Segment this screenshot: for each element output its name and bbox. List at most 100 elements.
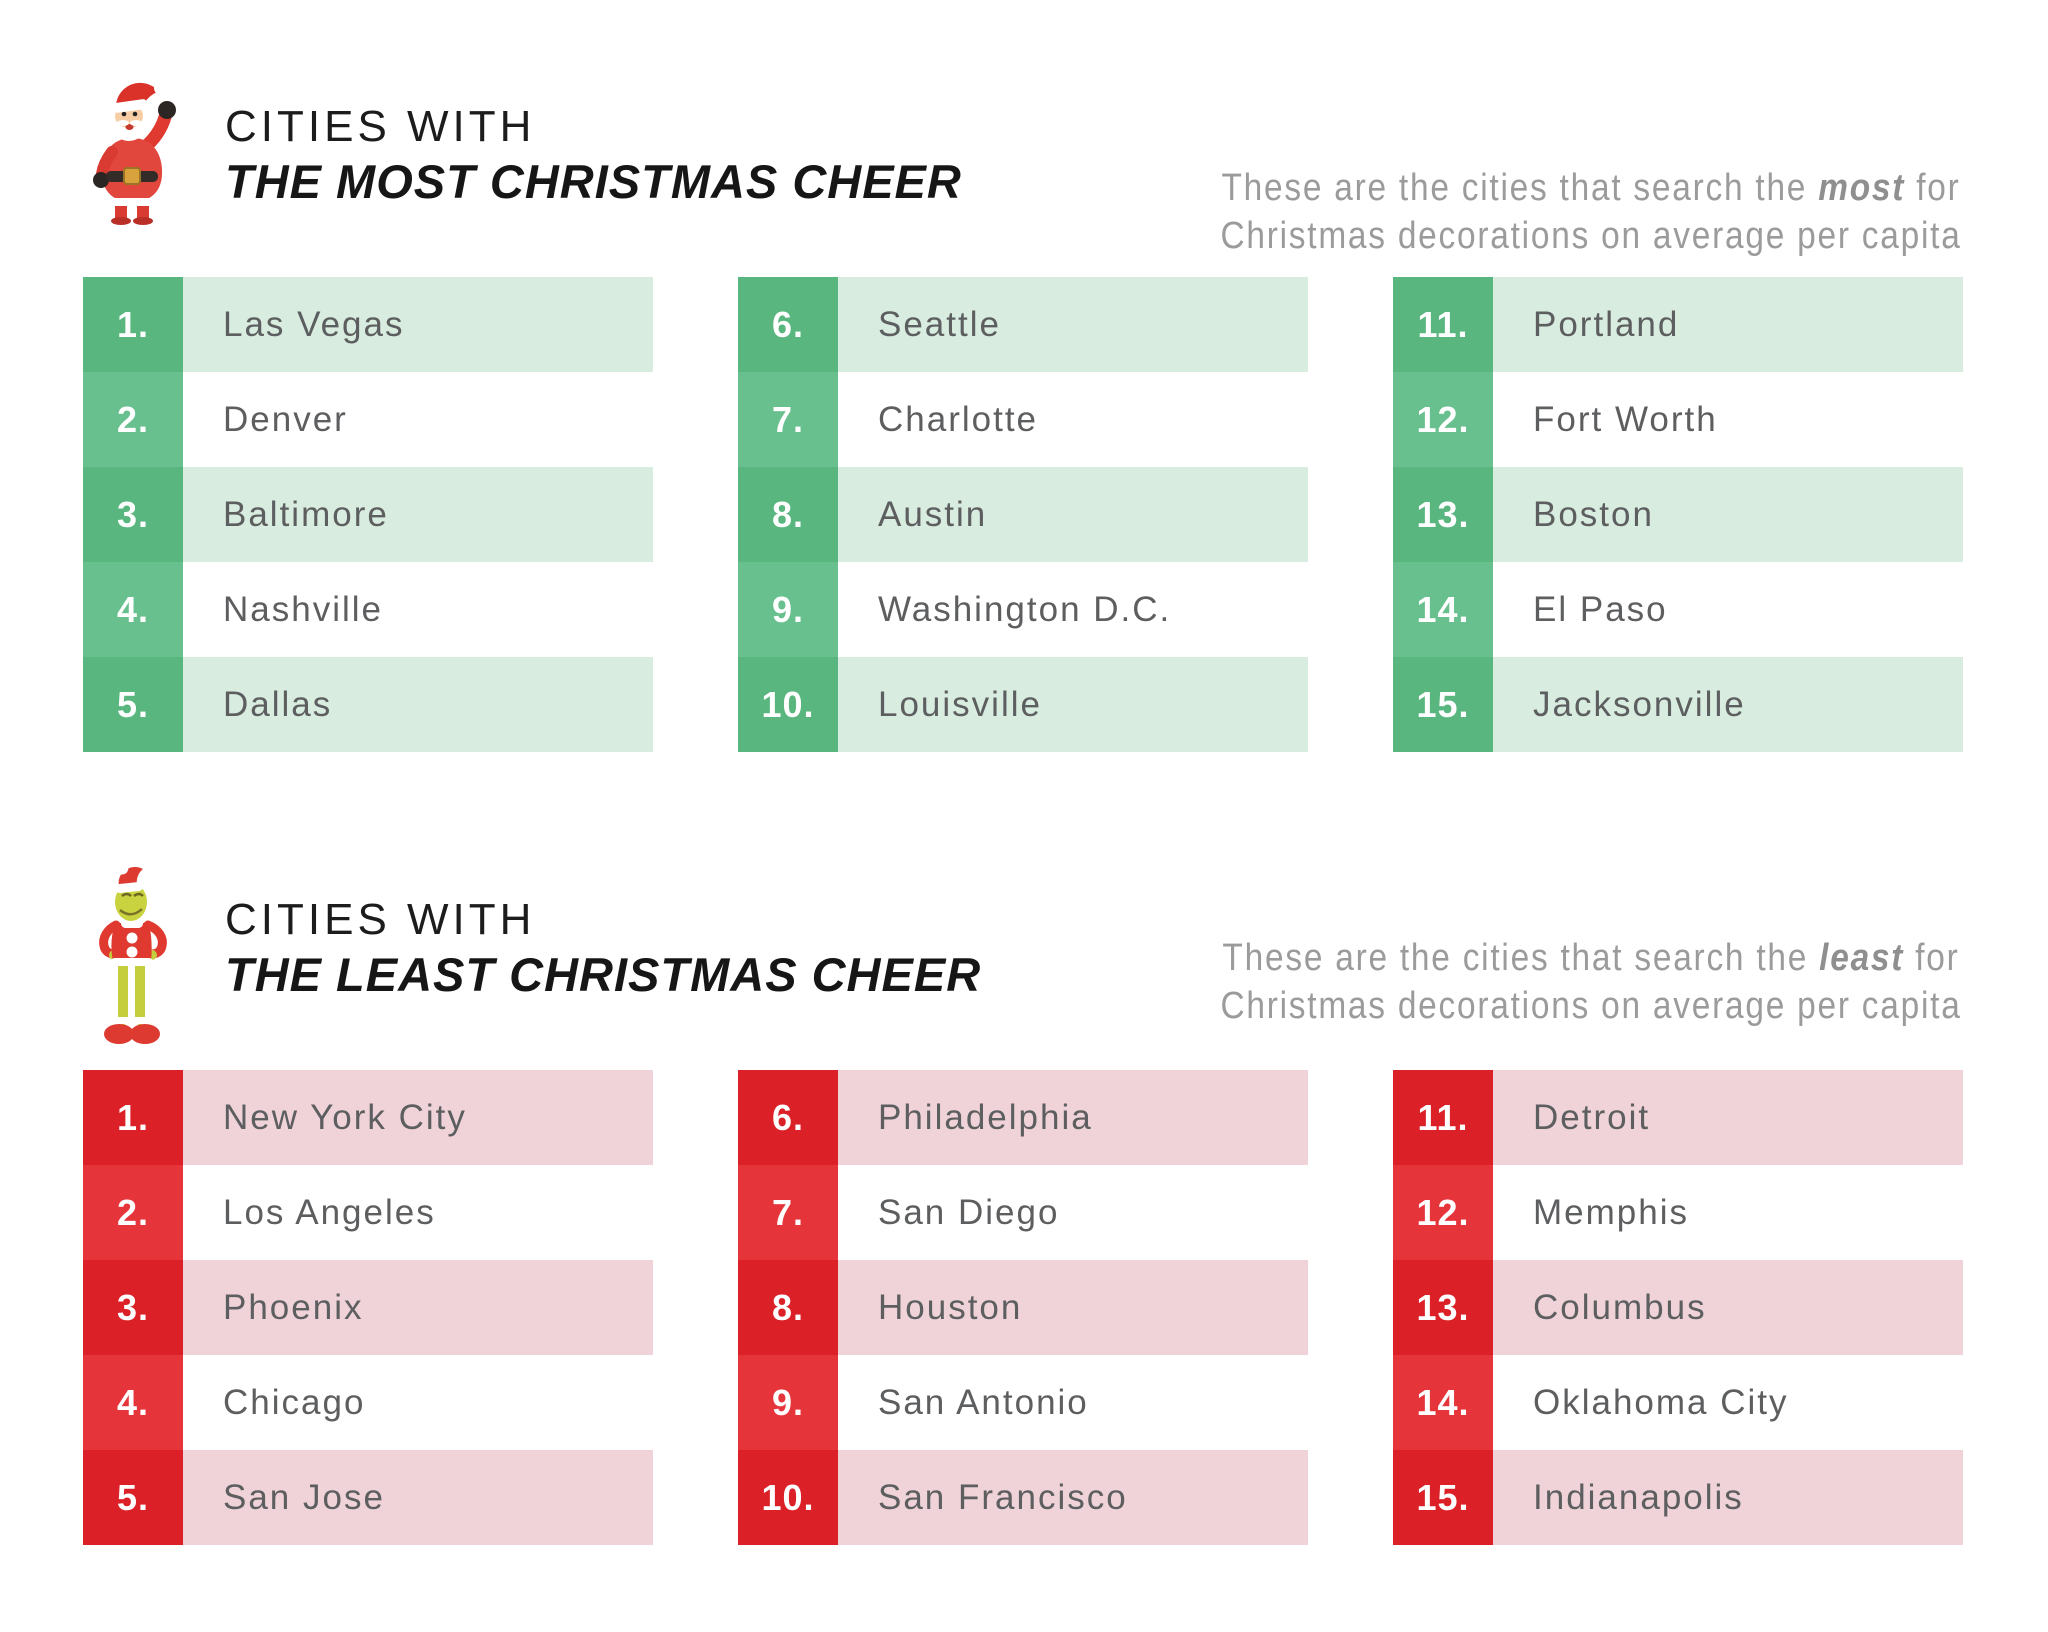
subtitle-line2: Christmas decorations on average per cap… [1220,985,1962,1027]
rank-row: 14. El Paso [1393,562,1963,657]
rank-number: 14. [1393,562,1493,657]
section-title-line2: THE MOST CHRISTMAS CHEER [225,155,962,208]
section-title-line1: CITIES WITH [225,895,536,944]
rank-row: 13. Columbus [1393,1260,1963,1355]
section-most-christmas-cheer: CITIES WITH THE MOST CHRISTMAS CHEER The… [0,0,2048,793]
ranking-grid-most: 1. Las Vegas 2. Denver 3. Baltimore 4. N… [83,277,1963,752]
rank-row: 2. Los Angeles [83,1165,653,1260]
city-name: Louisville [838,657,1308,752]
rank-number: 13. [1393,1260,1493,1355]
rank-number: 8. [738,467,838,562]
rank-row: 6. Seattle [738,277,1308,372]
section-title: CITIES WITH THE LEAST CHRISTMAS CHEER [225,893,981,1003]
city-name: Portland [1493,277,1963,372]
rank-number: 11. [1393,1070,1493,1165]
subtitle-line2: Christmas decorations on average per cap… [1220,215,1962,257]
rank-list-column: 6. Seattle 7. Charlotte 8. Austin 9. Was… [738,277,1308,752]
rank-number: 7. [738,1165,838,1260]
city-name: Washington D.C. [838,562,1308,657]
city-name: Charlotte [838,372,1308,467]
subtitle-line1: These are the cities that search the lea… [1222,937,1960,979]
city-name: Denver [183,372,653,467]
city-name: Dallas [183,657,653,752]
rank-number: 7. [738,372,838,467]
rank-row: 11. Portland [1393,277,1963,372]
rank-row: 1. New York City [83,1070,653,1165]
city-name: San Jose [183,1450,653,1545]
rank-row: 5. Dallas [83,657,653,752]
rank-number: 9. [738,562,838,657]
rank-list-column: 6. Philadelphia 7. San Diego 8. Houston … [738,1070,1308,1545]
city-name: Nashville [183,562,653,657]
city-name: Las Vegas [183,277,653,372]
rank-number: 11. [1393,277,1493,372]
city-name: Los Angeles [183,1165,653,1260]
rank-list-column: 11. Detroit 12. Memphis 13. Columbus 14.… [1393,1070,1963,1545]
rank-list-column: 1. Las Vegas 2. Denver 3. Baltimore 4. N… [83,277,653,752]
city-name: Detroit [1493,1070,1963,1165]
city-name: Oklahoma City [1493,1355,1963,1450]
rank-number: 2. [83,1165,183,1260]
rank-number: 3. [83,1260,183,1355]
section-title-line2: THE LEAST CHRISTMAS CHEER [225,948,982,1001]
rank-row: 12. Memphis [1393,1165,1963,1260]
city-name: San Francisco [838,1450,1308,1545]
rank-number: 13. [1393,467,1493,562]
rank-row: 3. Phoenix [83,1260,653,1355]
rank-number: 5. [83,1450,183,1545]
city-name: El Paso [1493,562,1963,657]
rank-number: 4. [83,1355,183,1450]
rank-number: 15. [1393,657,1493,752]
rank-list-column: 11. Portland 12. Fort Worth 13. Boston 1… [1393,277,1963,752]
city-name: Austin [838,467,1308,562]
rank-row: 7. Charlotte [738,372,1308,467]
rank-number: 1. [83,277,183,372]
subtitle-line1: These are the cities that search the mos… [1221,167,1961,209]
rank-row: 3. Baltimore [83,467,653,562]
rank-row: 14. Oklahoma City [1393,1355,1963,1450]
rank-number: 15. [1393,1450,1493,1545]
rank-row: 10. San Francisco [738,1450,1308,1545]
city-name: San Diego [838,1165,1308,1260]
section-subtitle: These are the cities that search the lea… [1195,934,1987,1030]
city-name: Boston [1493,467,1963,562]
santa-inflatable-image [82,74,188,230]
rank-list-column: 1. New York City 2. Los Angeles 3. Phoen… [83,1070,653,1545]
rank-number: 2. [83,372,183,467]
rank-row: 13. Boston [1393,467,1963,562]
rank-number: 3. [83,467,183,562]
rank-number: 1. [83,1070,183,1165]
rank-row: 11. Detroit [1393,1070,1963,1165]
city-name: Chicago [183,1355,653,1450]
subtitle-emphasis: most [1818,167,1906,209]
city-name: Memphis [1493,1165,1963,1260]
rank-number: 6. [738,1070,838,1165]
rank-row: 8. Houston [738,1260,1308,1355]
rank-row: 2. Denver [83,372,653,467]
city-name: Houston [838,1260,1308,1355]
rank-number: 10. [738,1450,838,1545]
ranking-grid-least: 1. New York City 2. Los Angeles 3. Phoen… [83,1070,1963,1545]
rank-row: 15. Jacksonville [1393,657,1963,752]
rank-number: 8. [738,1260,838,1355]
city-name: Columbus [1493,1260,1963,1355]
section-title: CITIES WITH THE MOST CHRISTMAS CHEER [225,100,962,210]
rank-row: 4. Chicago [83,1355,653,1450]
rank-number: 14. [1393,1355,1493,1450]
rank-row: 9. San Antonio [738,1355,1308,1450]
city-name: Indianapolis [1493,1450,1963,1545]
city-name: Philadelphia [838,1070,1308,1165]
section-title-line1: CITIES WITH [225,102,536,151]
rank-row: 1. Las Vegas [83,277,653,372]
rank-number: 4. [83,562,183,657]
rank-row: 15. Indianapolis [1393,1450,1963,1545]
rank-number: 6. [738,277,838,372]
city-name: San Antonio [838,1355,1308,1450]
grinch-inflatable-image [94,861,172,1056]
rank-row: 5. San Jose [83,1450,653,1545]
rank-row: 9. Washington D.C. [738,562,1308,657]
city-name: Jacksonville [1493,657,1963,752]
rank-row: 6. Philadelphia [738,1070,1308,1165]
section-least-christmas-cheer: CITIES WITH THE LEAST CHRISTMAS CHEER Th… [0,793,2048,1632]
